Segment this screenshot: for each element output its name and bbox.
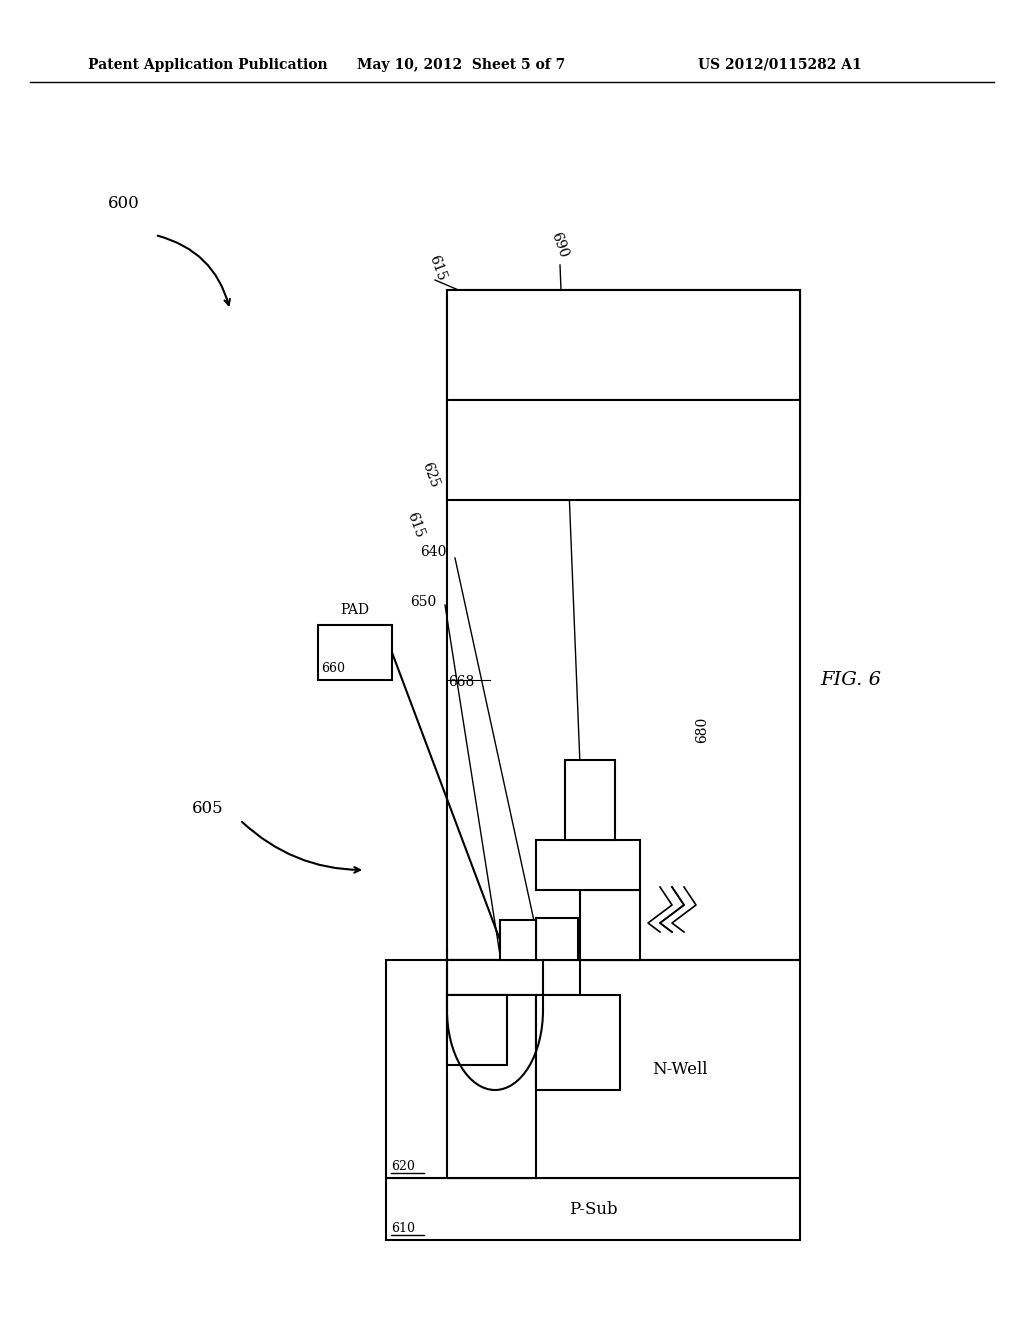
Bar <box>318 624 392 680</box>
Text: 660: 660 <box>321 663 345 675</box>
Text: 640: 640 <box>420 545 446 558</box>
Text: 630: 630 <box>591 1072 615 1085</box>
Text: 668: 668 <box>449 675 474 689</box>
Bar <box>386 960 800 1177</box>
Text: 665: 665 <box>502 972 525 983</box>
Text: 615: 615 <box>404 510 426 540</box>
Text: P-: P- <box>517 1100 530 1114</box>
Text: 655: 655 <box>449 1049 473 1063</box>
Bar <box>447 995 536 1177</box>
Bar <box>447 400 800 500</box>
Text: HV-: HV- <box>567 1030 588 1040</box>
Text: N+: N+ <box>599 919 621 932</box>
Text: 625: 625 <box>419 459 441 490</box>
Text: P-Sub: P-Sub <box>568 1200 617 1217</box>
Bar <box>386 1177 800 1239</box>
Text: Patent Application Publication: Patent Application Publication <box>88 58 328 73</box>
Text: 610: 610 <box>391 1222 415 1236</box>
Bar <box>565 760 615 840</box>
Text: PAD: PAD <box>341 603 370 616</box>
Text: FIG. 6: FIG. 6 <box>820 671 881 689</box>
Bar <box>536 840 640 890</box>
Text: 600: 600 <box>108 195 139 213</box>
Bar <box>536 917 578 960</box>
Text: PLDD: PLDD <box>562 1045 594 1056</box>
Text: 680: 680 <box>695 717 709 743</box>
Bar <box>447 995 507 1065</box>
Bar <box>536 995 620 1090</box>
Text: 615: 615 <box>426 253 449 282</box>
Bar <box>447 290 800 400</box>
Bar <box>500 920 536 960</box>
Text: 620: 620 <box>391 1160 415 1173</box>
Bar <box>447 290 800 960</box>
Bar <box>447 960 580 995</box>
Text: P+: P+ <box>467 1023 486 1036</box>
Text: 650: 650 <box>410 595 436 609</box>
Text: 605: 605 <box>193 800 223 817</box>
Text: 667: 667 <box>450 1035 476 1049</box>
Text: May 10, 2012  Sheet 5 of 7: May 10, 2012 Sheet 5 of 7 <box>357 58 565 73</box>
Text: US 2012/0115282 A1: US 2012/0115282 A1 <box>698 58 862 73</box>
Text: N-Well: N-Well <box>652 1060 708 1077</box>
Bar <box>580 890 640 960</box>
Text: 635: 635 <box>452 1160 476 1173</box>
Text: 690: 690 <box>548 230 570 260</box>
Text: P+: P+ <box>548 932 566 945</box>
